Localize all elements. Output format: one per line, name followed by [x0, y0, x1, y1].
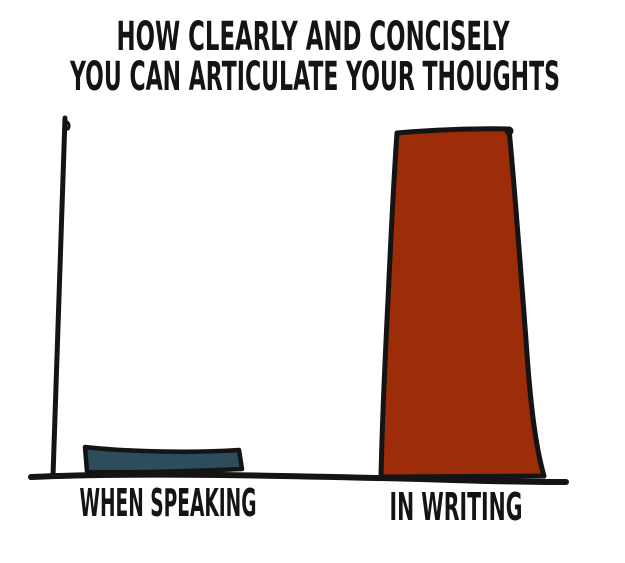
y-axis-ink-nub — [64, 119, 71, 131]
chart-title-line1: HOW CLEARLY AND CONCISELY — [117, 14, 511, 60]
bar-when-speaking — [82, 444, 245, 475]
category-label-when-speaking: WHEN SPEAKING — [80, 481, 257, 525]
category-label-in-writing: IN WRITING — [390, 485, 523, 529]
chart-title-line2: YOU CAN ARTICULATE YOUR THOUGHTS — [69, 54, 560, 100]
bar-in-writing — [378, 126, 547, 480]
x-axis-line — [28, 471, 569, 485]
ink-blob — [504, 126, 514, 136]
y-axis-line — [50, 115, 68, 479]
chart-title: HOW CLEARLY AND CONCISELY YOU CAN ARTICU… — [69, 14, 560, 100]
